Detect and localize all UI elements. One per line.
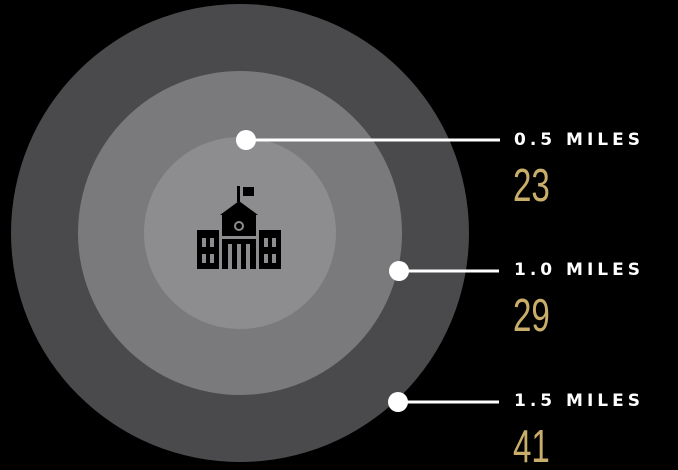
count-value-0-5-miles: 23 (513, 159, 550, 211)
count-value-1-5-miles: 41 (513, 420, 550, 470)
distance-label-0-5-miles: 0.5 MILES (514, 130, 644, 150)
connector-0-5-miles (236, 130, 500, 150)
distance-label-1-5-miles: 1.5 MILES (514, 391, 644, 411)
count-value-1-0-miles: 29 (513, 289, 550, 341)
clock-center (236, 223, 242, 229)
connector-1-5-miles (388, 392, 499, 412)
distance-label-1-0-miles: 1.0 MILES (514, 260, 644, 280)
connector-1-0-miles (389, 261, 499, 281)
